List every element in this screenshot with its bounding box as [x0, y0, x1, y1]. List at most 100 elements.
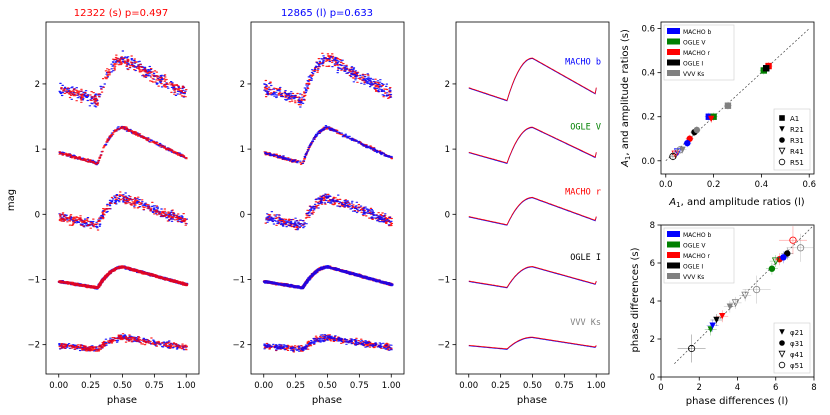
x-tick-label: 0.6 [802, 180, 816, 190]
x-tick-label: 0.25 [81, 381, 100, 391]
template-curve [468, 265, 597, 288]
x-tick-label: 0.00 [254, 381, 273, 391]
x-tick-label: 0.25 [491, 381, 510, 391]
x-tick-label: 0.4 [755, 180, 769, 190]
marker-triangle [679, 146, 686, 153]
legend-swatch [667, 38, 680, 45]
marker-triangle [726, 303, 734, 310]
y-tick-label: 0.0 [641, 157, 655, 167]
marker-legend-label: R41 [790, 148, 804, 156]
marker-triangle [779, 126, 785, 132]
y-tick-label: −1 [232, 275, 245, 285]
marker-open-triangle [673, 148, 682, 157]
marker-triangle [713, 316, 720, 324]
marker-circle [780, 254, 787, 261]
legend-label: MACHO b [683, 29, 712, 36]
x-tick-label: 0 [658, 383, 663, 393]
template-curve [468, 197, 597, 226]
survey-legend: MACHO b OGLE V MACHO r OGLE I VVV Ks [663, 24, 735, 81]
marker-square [762, 65, 770, 72]
panel-templates: MACHO b OGLE V MACHO r OGLE I VVV Ks 0.00 0.2… [437, 21, 610, 406]
x-tick-label: 0.75 [555, 381, 574, 391]
y-tick-label: 1 [445, 145, 450, 155]
one-to-one-line [674, 224, 815, 364]
data-points-ogle-v [58, 126, 188, 165]
y-tick-label: −2 [437, 341, 450, 351]
panel4-frame [660, 21, 815, 175]
x-tick-label: 4 [735, 383, 740, 393]
marker-legend-label: R21 [790, 126, 804, 134]
panel4-ylabel: A1, and amplitude ratios (s) [620, 29, 632, 168]
template-curve [468, 126, 597, 164]
marker-open-triangle [778, 147, 786, 155]
y-tick-label: 0.6 [641, 25, 655, 35]
y-tick-label: 0.2 [641, 113, 655, 123]
marker-open-circle [778, 158, 786, 166]
marker-legend-box [773, 322, 811, 374]
template-label: MACHO b [565, 57, 601, 67]
marker-open-circle [669, 152, 677, 160]
marker-circle [779, 340, 785, 346]
y-tick-label: 2 [650, 335, 655, 345]
marker-open-circle [778, 361, 786, 369]
x-tick-label: 1.00 [382, 381, 401, 391]
panel4-xlabel: A1, and amplitude ratios (l) [668, 197, 804, 209]
data-points-ogle-i [262, 265, 394, 290]
legend-label: MACHO r [683, 50, 711, 57]
y-tick-label: −2 [27, 341, 40, 351]
template-label: OGLE I [570, 253, 601, 263]
panel2-title: 12865 (l) p=0.633 [281, 8, 373, 19]
legend-label: MACHO b [683, 232, 712, 239]
legend-swatch [667, 231, 680, 237]
legend-swatch [667, 273, 680, 279]
template-label: MACHO r [565, 188, 601, 198]
x-tick-label: 0.0 [659, 180, 673, 190]
panel1-frame [45, 21, 200, 375]
template-curve [468, 127, 597, 164]
legend-label: OGLE V [683, 40, 706, 47]
template-curve [468, 58, 597, 102]
marker-square [724, 102, 732, 109]
legend-swatch [667, 49, 680, 55]
legend-label: VVV Ks [683, 71, 704, 78]
marker-legend-label: φ21 [790, 329, 804, 337]
marker-circle [693, 126, 701, 134]
marker-open-triangle [671, 150, 680, 159]
y-tick-label: 0 [650, 373, 655, 383]
legend-label: MACHO r [683, 253, 711, 260]
marker-square [779, 115, 785, 121]
panel3-xlabel: phase [517, 395, 547, 406]
marker-legend: A1 R21 R31 R41 R51 [773, 108, 811, 171]
data-points-macho-b [60, 54, 188, 106]
legend-label: OGLE I [683, 264, 703, 271]
y-tick-label: 2 [445, 80, 450, 90]
x-tick-label: 0.50 [113, 381, 132, 391]
y-tick-label: 6 [650, 259, 655, 269]
marker-open-circle [687, 344, 696, 353]
x-tick-label: 0.2 [707, 180, 721, 190]
x-tick-label: 8 [811, 383, 816, 393]
data-points-vvv-ks [58, 333, 188, 352]
x-tick-label: 1.00 [177, 381, 196, 391]
legend-swatch [667, 70, 680, 76]
marker-triangle [779, 329, 785, 335]
template-curve [468, 57, 597, 101]
legend-label: VVV Ks [683, 274, 704, 281]
panel5-xlabel: phase differences (l) [686, 396, 789, 407]
y-tick-label: 0.4 [641, 69, 655, 79]
marker-circle [779, 137, 785, 143]
marker-legend-label: φ51 [790, 362, 804, 370]
y-tick-label: −2 [232, 341, 245, 351]
template-curve [468, 196, 597, 226]
panel5-ylabel: phase differences (s) [630, 247, 641, 352]
x-tick-label: 0.75 [350, 381, 369, 391]
y-tick-label: 0 [35, 210, 40, 220]
marker-open-triangle [771, 257, 780, 266]
data-points-macho-r [265, 193, 393, 231]
marker-triangle [709, 322, 716, 329]
template-label: OGLE V [570, 123, 601, 133]
panel1-title: 12322 (s) p=0.497 [74, 8, 169, 19]
data-points-macho-r [58, 191, 187, 231]
legend-swatch [667, 241, 680, 248]
y-tick-label: 1 [240, 145, 245, 155]
